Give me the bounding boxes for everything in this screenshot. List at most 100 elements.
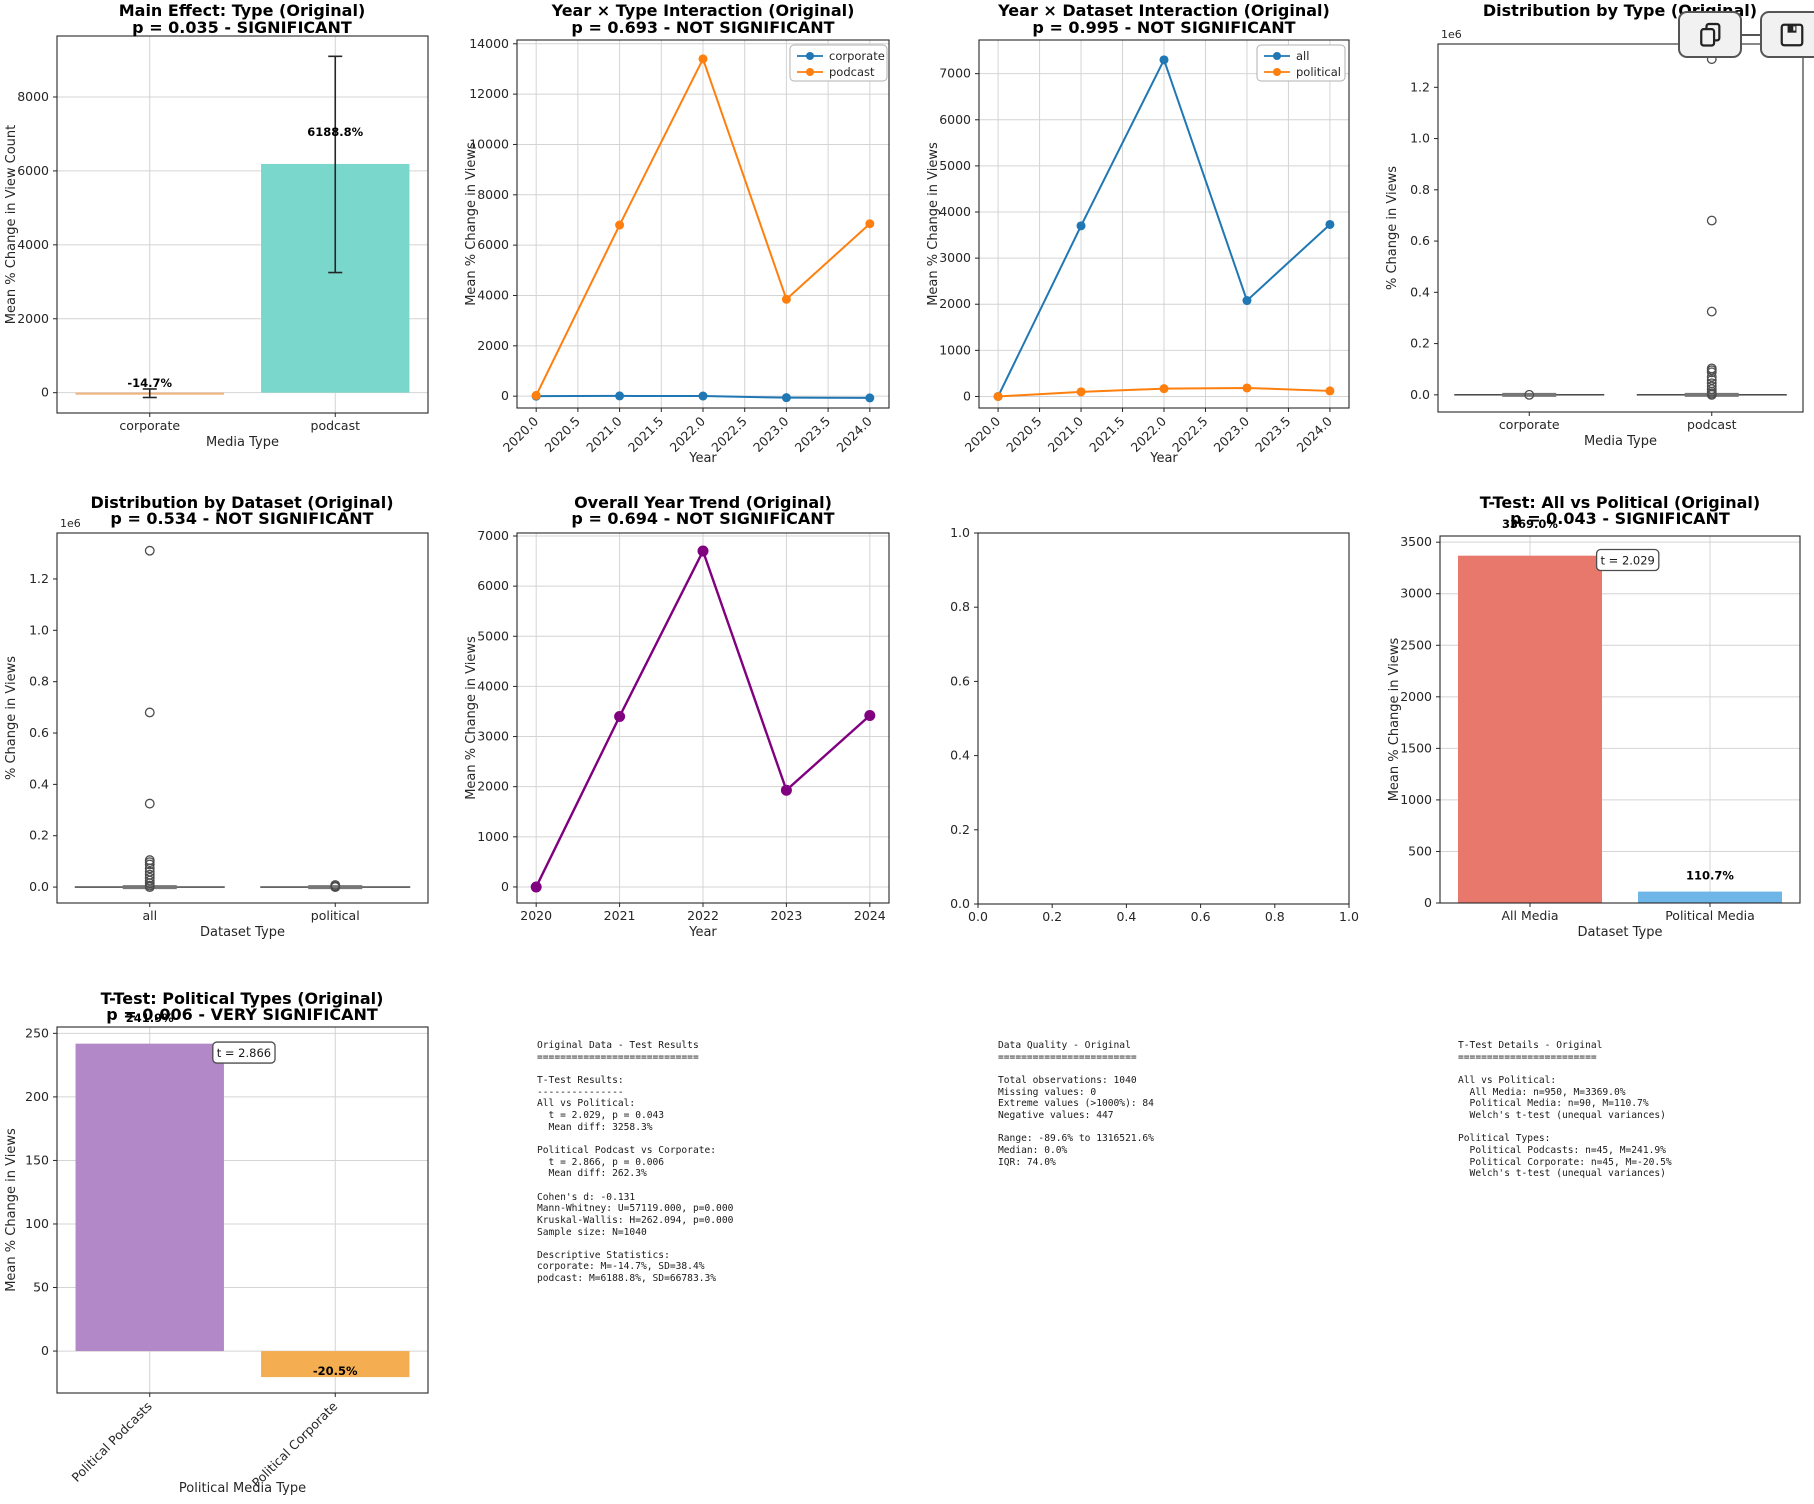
text-panel-ttest-details: T-Test Details - Original ==============… bbox=[1458, 1040, 1672, 1180]
legend-marker bbox=[1273, 52, 1281, 60]
annotation-box bbox=[212, 1041, 276, 1064]
x-tick-label: 2021.0 bbox=[1045, 413, 1087, 455]
chart-c1: 0 2000 4000 6000 8000 corporate podcast -14.7% 6… bbox=[4, 1, 429, 450]
text-panel-data-quality: Data Quality - Original ================… bbox=[998, 1040, 1154, 1168]
outlier-point bbox=[1706, 367, 1717, 378]
outlier-point bbox=[1706, 306, 1717, 317]
data-point bbox=[698, 54, 708, 64]
y-tick-label: 6000 bbox=[939, 112, 971, 127]
x-tick-label: 2023.5 bbox=[1252, 414, 1294, 456]
y-tick-label: 6000 bbox=[477, 237, 509, 252]
outlier-point bbox=[144, 863, 155, 874]
bar-value-label: 6188.8% bbox=[307, 125, 363, 139]
copy-icon bbox=[1696, 21, 1724, 49]
outlier-point bbox=[144, 882, 155, 893]
x-tick-label: 0.6 bbox=[1191, 909, 1211, 924]
chart-title: Year × Type Interaction (Original) bbox=[551, 1, 855, 20]
chart-c7: 0.0 0.2 0.4 0.6 0.8 1.0 0.0 0.2 0.4 0.6 0.8 1.0 bbox=[950, 525, 1359, 924]
data-point bbox=[865, 219, 875, 229]
bar-All Media bbox=[1458, 555, 1602, 903]
y-tick-label: 8000 bbox=[477, 187, 509, 202]
x-axis-label: Year bbox=[688, 925, 717, 940]
annotation-text: t = 2.866 bbox=[217, 1046, 271, 1060]
y-tick-label: 4000 bbox=[17, 237, 49, 252]
x-axis-label: Year bbox=[1149, 451, 1178, 466]
y-axis-label: Mean % Change in View Count bbox=[4, 125, 19, 325]
y-tick-label: 100 bbox=[25, 1216, 49, 1231]
y-tick-label: 4000 bbox=[939, 204, 971, 219]
x-tick-label: corporate bbox=[119, 418, 180, 433]
y-tick-label: 1000 bbox=[939, 342, 971, 357]
y-tick-label: 8000 bbox=[17, 89, 49, 104]
y-tick-label: 1.0 bbox=[950, 525, 970, 540]
y-tick-label: 0 bbox=[1424, 895, 1432, 910]
save-button[interactable] bbox=[1760, 11, 1814, 58]
y-tick-label: 0.6 bbox=[950, 673, 970, 688]
x-tick-label: All Media bbox=[1501, 908, 1558, 923]
axes-frame bbox=[1439, 535, 1801, 904]
bar-value-label: 110.7% bbox=[1686, 868, 1734, 882]
y-tick-label: 0.4 bbox=[1410, 284, 1430, 299]
x-tick-label: 0.4 bbox=[1116, 909, 1136, 924]
outlier-point bbox=[1706, 389, 1717, 400]
axes-frame bbox=[56, 1026, 429, 1394]
y-tick-label: 1.2 bbox=[1410, 79, 1430, 94]
x-tick-label: corporate bbox=[1499, 417, 1560, 432]
data-point bbox=[1076, 221, 1086, 231]
outlier-point bbox=[1524, 389, 1535, 400]
axes-frame bbox=[56, 35, 429, 414]
x-tick-label: podcast bbox=[1687, 417, 1737, 432]
chart-subtitle: p = 0.693 - NOT SIGNIFICANT bbox=[571, 18, 834, 37]
chart-subtitle: p = 0.006 - VERY SIGNIFICANT bbox=[106, 1005, 378, 1024]
data-point bbox=[864, 709, 876, 721]
y-tick-label: 200 bbox=[25, 1089, 49, 1104]
y-tick-label: 2000 bbox=[1400, 689, 1432, 704]
outlier-point bbox=[1706, 384, 1717, 395]
x-tick-label: 2022.0 bbox=[1128, 413, 1170, 455]
y-tick-label: 3000 bbox=[477, 729, 509, 744]
y-axis-label: Mean % Change in Views bbox=[464, 636, 479, 800]
y-axis-label: Mean % Change in Views bbox=[4, 1128, 19, 1292]
chart-c9: 0 50 100 150 200 250 Political Podcasts Politic… bbox=[4, 989, 429, 1496]
axes-frame bbox=[1437, 43, 1804, 413]
data-point bbox=[781, 393, 791, 403]
outlier-point bbox=[144, 798, 155, 809]
y-tick-label: 0.0 bbox=[1410, 387, 1430, 402]
y-tick-label: 0 bbox=[501, 388, 509, 403]
x-tick-label: 2023.5 bbox=[792, 414, 834, 456]
y-tick-label: 0.8 bbox=[950, 599, 970, 614]
chart-subtitle: p = 0.035 - SIGNIFICANT bbox=[132, 18, 352, 37]
chart-c8: 0 500 1000 1500 2000 2500 3000 3500 All Media Pol… bbox=[1387, 493, 1801, 940]
y-tick-label: 0.6 bbox=[29, 725, 49, 740]
x-tick-label: 2021.5 bbox=[1086, 414, 1128, 456]
y-tick-label: 0.8 bbox=[1410, 182, 1430, 197]
x-tick-label: Political Podcasts bbox=[68, 1399, 154, 1485]
save-icon bbox=[1778, 21, 1806, 49]
y-tick-label: 250 bbox=[25, 1025, 49, 1040]
y-tick-label: 0.4 bbox=[29, 776, 49, 791]
y-tick-label: 0.2 bbox=[1410, 336, 1430, 351]
x-tick-label: 1.0 bbox=[1339, 909, 1359, 924]
x-tick-label: podcast bbox=[311, 418, 361, 433]
chart-title: Year × Dataset Interaction (Original) bbox=[997, 1, 1330, 20]
data-point bbox=[781, 294, 791, 304]
data-point bbox=[698, 391, 708, 401]
legend-label: all bbox=[1296, 49, 1309, 63]
data-point bbox=[614, 710, 626, 722]
y-tick-label: 150 bbox=[25, 1152, 49, 1167]
y-tick-label: 3000 bbox=[1400, 586, 1432, 601]
copy-button[interactable] bbox=[1678, 11, 1742, 58]
bar-Political Podcasts bbox=[75, 1043, 224, 1352]
y-tick-label: 0.6 bbox=[1410, 233, 1430, 248]
x-tick-label: 2022 bbox=[687, 908, 719, 923]
y-tick-label: 7000 bbox=[477, 528, 509, 543]
y-tick-label: 2500 bbox=[1400, 637, 1432, 652]
bar-value-label: 241.9% bbox=[126, 1011, 174, 1025]
data-point bbox=[615, 391, 625, 401]
chart-title: Main Effect: Type (Original) bbox=[119, 1, 366, 20]
bar-value-label: -14.7% bbox=[127, 376, 172, 390]
x-tick-label: 0.0 bbox=[968, 909, 988, 924]
data-point bbox=[1242, 296, 1252, 306]
x-tick-label: 2020.0 bbox=[500, 413, 542, 455]
